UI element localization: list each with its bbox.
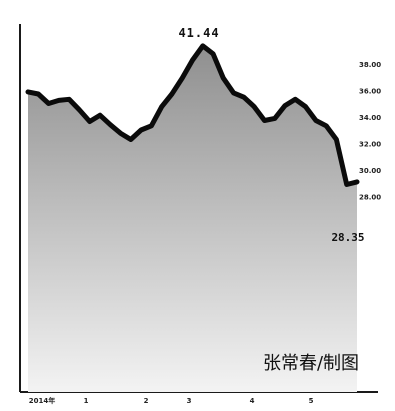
line-layer [25, 43, 360, 187]
data-point-17 [200, 43, 205, 48]
x-tick-label: 5 [309, 397, 314, 405]
x-tick-label: 2 [144, 397, 149, 405]
data-point-27 [303, 104, 308, 109]
data-point-10 [128, 137, 133, 142]
data-point-2 [46, 101, 51, 106]
data-point-16 [190, 58, 195, 63]
data-point-3 [56, 98, 61, 103]
data-point-4 [67, 97, 72, 102]
min-value-label: 28.35 [331, 231, 364, 244]
data-point-11 [139, 128, 144, 132]
data-point-18 [211, 51, 216, 56]
data-point-24 [272, 116, 277, 121]
data-point-30 [334, 137, 339, 142]
data-point-19 [221, 76, 226, 81]
data-point-32 [355, 179, 359, 184]
data-point-21 [241, 95, 246, 100]
data-point-13 [159, 104, 164, 109]
credit-text: 张常春/制图 [263, 353, 359, 374]
data-point-5 [77, 107, 82, 112]
data-point-6 [87, 119, 92, 124]
data-point-7 [98, 113, 102, 118]
data-point-15 [180, 76, 185, 81]
x-tick-labels: 2014年 1 2 3 4 5 [29, 396, 314, 405]
data-point-28 [313, 118, 318, 123]
price-area [28, 45, 357, 393]
area-layer [28, 45, 357, 393]
data-point-23 [262, 118, 267, 123]
x-tick-label: 2014年 [29, 396, 55, 405]
y-tick-label: 36.00 [359, 88, 381, 96]
data-point-20 [231, 90, 236, 95]
y-tick-labels: 38.00 36.00 34.00 32.00 30.00 28.00 [359, 61, 381, 202]
data-point-31 [344, 182, 349, 187]
x-tick-label: 1 [84, 397, 89, 405]
data-point-14 [169, 92, 174, 96]
data-point-25 [283, 103, 287, 108]
data-point-1 [36, 92, 41, 96]
data-point-0 [26, 89, 30, 94]
y-tick-label: 38.00 [359, 61, 381, 69]
data-point-12 [149, 123, 154, 128]
y-tick-label: 30.00 [359, 167, 381, 175]
data-point-22 [252, 104, 257, 109]
y-tick-label: 28.00 [359, 194, 381, 202]
data-point-9 [118, 131, 123, 136]
data-point-8 [108, 122, 113, 127]
data-point-29 [324, 123, 329, 128]
x-tick-label: 3 [187, 397, 192, 405]
data-point-26 [293, 97, 298, 102]
x-tick-label: 4 [250, 397, 255, 405]
y-tick-label: 34.00 [359, 114, 381, 122]
y-tick-label: 32.00 [359, 141, 381, 149]
max-value-label: 41.44 [178, 26, 219, 40]
